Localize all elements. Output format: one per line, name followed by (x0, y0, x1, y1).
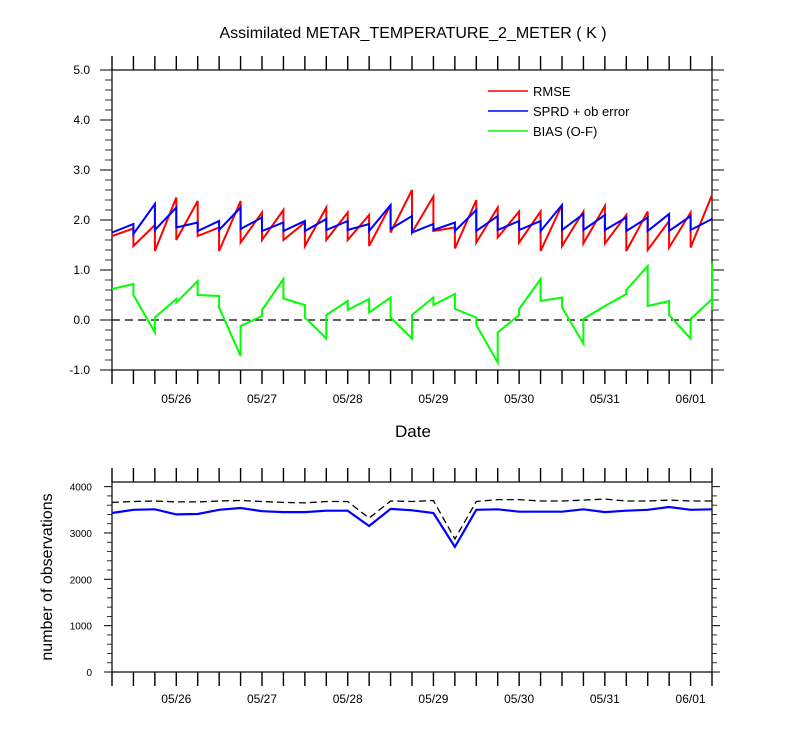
x-tick-label: 06/01 (676, 392, 706, 406)
x-tick-label: 05/27 (247, 392, 277, 406)
chart-title: Assimilated METAR_TEMPERATURE_2_METER ( … (219, 25, 606, 42)
legend-bias-label: BIAS (O-F) (533, 124, 597, 139)
bottom-panel: 05/26 05/27 05/28 05/29 05/30 05/31 06/01 0 1000… (39, 468, 720, 706)
legend: RMSE SPRD + ob error BIAS (O-F) (488, 84, 630, 139)
x-tick-label: 05/28 (333, 692, 363, 706)
y-tick-label: -1.0 (69, 363, 90, 377)
x-tick-label: 05/30 (504, 692, 534, 706)
y-tick-label: 0.0 (73, 313, 90, 327)
y-tick-label: 4.0 (73, 113, 90, 127)
y-axis-title-observations: number of observations (39, 493, 56, 660)
x-tick-label: 05/29 (418, 392, 448, 406)
y-tick-label: 3.0 (73, 163, 90, 177)
x-tick-label: 05/29 (418, 692, 448, 706)
y-tick-label: 5.0 (73, 63, 90, 77)
x-tick-label: 05/31 (590, 392, 620, 406)
series-obs-used (111, 505, 713, 550)
x-tick-label: 05/31 (590, 692, 620, 706)
x-tick-label: 05/27 (247, 692, 277, 706)
x-tick-label: 05/28 (333, 392, 363, 406)
y-tick-label: 2000 (70, 575, 93, 586)
y-tick-label: 1.0 (73, 263, 90, 277)
top-axes: 05/26 05/27 05/28 05/29 05/30 05/31 06/01 -1.0 0… (69, 56, 724, 406)
y-tick-label: 1000 (70, 622, 93, 633)
x-tick-label: 06/01 (676, 692, 706, 706)
x-axis-title: Date (395, 422, 431, 441)
series-sprd-ob-error (111, 200, 713, 238)
x-tick-label: 05/30 (504, 392, 534, 406)
legend-sprd-label: SPRD + ob error (533, 104, 630, 119)
top-series (111, 189, 713, 367)
bottom-series (111, 498, 713, 550)
legend-rmse-label: RMSE (533, 84, 571, 99)
bottom-axes: 05/26 05/27 05/28 05/29 05/30 05/31 06/01 0 1000… (70, 468, 720, 706)
x-tick-label: 05/26 (161, 392, 191, 406)
series-bias-o-f (111, 262, 713, 367)
y-tick-label: 0 (86, 668, 92, 679)
y-tick-label: 3000 (70, 529, 93, 540)
top-panel: Assimilated METAR_TEMPERATURE_2_METER ( … (69, 25, 724, 441)
series-obs-possible (111, 498, 712, 541)
x-tick-label: 05/26 (161, 692, 191, 706)
y-tick-label: 4000 (70, 483, 93, 494)
y-tick-label: 2.0 (73, 213, 90, 227)
